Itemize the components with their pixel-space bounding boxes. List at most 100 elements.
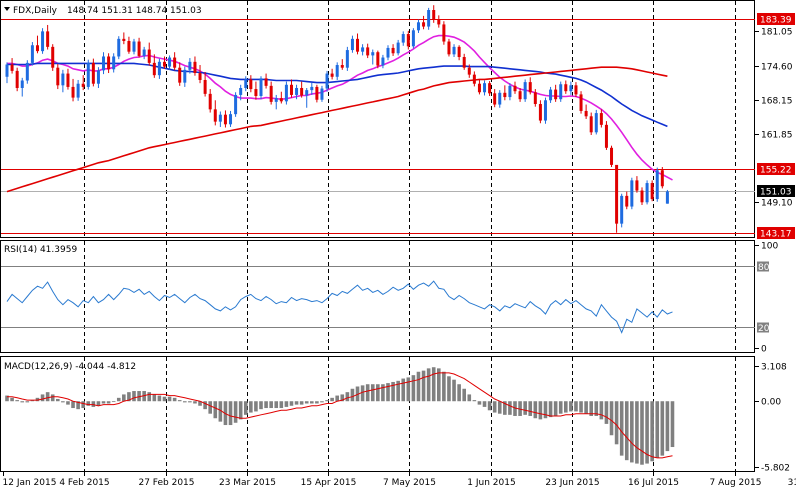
macd-bar bbox=[56, 398, 60, 402]
candle-body bbox=[422, 22, 426, 27]
candle-body bbox=[345, 50, 349, 68]
price-y-tick: 174.60 bbox=[761, 63, 793, 73]
price-pane-frame bbox=[0, 0, 755, 238]
macd-bar bbox=[20, 401, 25, 403]
level-badge-label: 143.17 bbox=[760, 230, 792, 240]
macd-bar bbox=[111, 401, 116, 403]
macd-bar bbox=[330, 397, 334, 402]
level-badge bbox=[757, 163, 795, 175]
ma-line bbox=[7, 62, 668, 128]
macd-bar bbox=[381, 384, 385, 402]
collapse-triangle-icon[interactable] bbox=[4, 7, 10, 11]
candle-body bbox=[498, 92, 502, 105]
candle-body bbox=[533, 92, 537, 105]
macd-bar bbox=[310, 401, 314, 404]
macd-bar bbox=[35, 397, 40, 402]
macd-bar bbox=[132, 391, 136, 402]
macd-bar bbox=[340, 394, 345, 402]
macd-bar bbox=[66, 401, 70, 405]
macd-bar bbox=[426, 368, 431, 402]
macd-bar bbox=[315, 401, 319, 404]
candle-body bbox=[381, 57, 385, 66]
candle-body bbox=[142, 49, 146, 56]
candle-body bbox=[279, 98, 283, 102]
candle-body bbox=[264, 78, 268, 86]
macd-bar bbox=[376, 384, 380, 402]
candle-body bbox=[208, 93, 212, 110]
macd-bar bbox=[345, 392, 350, 402]
candle-body bbox=[229, 114, 233, 125]
macd-bar bbox=[274, 401, 279, 409]
candle-body bbox=[640, 190, 644, 203]
macd-bar bbox=[619, 401, 624, 456]
candle-body bbox=[5, 64, 9, 77]
candle-body bbox=[35, 45, 39, 52]
candle-body bbox=[406, 34, 410, 47]
macd-y-tick: 3.108 bbox=[761, 363, 787, 373]
candles bbox=[5, 5, 669, 233]
candle-body bbox=[488, 83, 492, 94]
candle-body bbox=[559, 84, 563, 100]
candle-body bbox=[137, 41, 141, 56]
macd-bar bbox=[630, 401, 634, 463]
macd-bar bbox=[25, 401, 30, 403]
candle-body bbox=[102, 56, 106, 71]
candle-body bbox=[462, 57, 466, 68]
macd-bar bbox=[183, 401, 187, 403]
candle-body bbox=[284, 84, 288, 102]
macd-bar bbox=[5, 395, 9, 402]
candle-body bbox=[356, 38, 360, 52]
ohlc-header: 148.74 151.31 148.74 151.03 bbox=[67, 6, 202, 16]
candle-body bbox=[513, 85, 517, 92]
candle-body bbox=[625, 195, 629, 207]
macd-bar bbox=[370, 384, 375, 402]
candle-body bbox=[249, 79, 253, 90]
macd-signal-line bbox=[7, 372, 673, 459]
rsi-y-tick: 80 bbox=[758, 263, 770, 273]
rsi-pane-frame bbox=[0, 240, 755, 353]
candle-body bbox=[10, 64, 14, 71]
macd-bar bbox=[96, 401, 101, 406]
macd-bar bbox=[569, 401, 573, 412]
candle-body bbox=[371, 52, 375, 56]
candle-body bbox=[467, 67, 471, 75]
x-tick-label: 1 Jun 2015 bbox=[467, 478, 515, 488]
candle-body bbox=[132, 41, 136, 52]
candle-body bbox=[223, 114, 227, 125]
macd-bar bbox=[406, 377, 411, 402]
candle-body bbox=[386, 47, 390, 58]
macd-bar bbox=[528, 401, 533, 416]
candle-body bbox=[25, 62, 29, 81]
rsi-level-badge bbox=[757, 322, 769, 333]
macd-bar bbox=[416, 371, 421, 402]
macd-bar bbox=[249, 401, 253, 413]
candle-body bbox=[564, 84, 568, 92]
candle-body bbox=[259, 78, 263, 96]
x-tick-label: 23 Jun 2015 bbox=[545, 478, 599, 488]
macd-y-tick: 0.00 bbox=[761, 398, 781, 408]
macd-bar bbox=[624, 401, 629, 461]
candle-body bbox=[584, 110, 588, 117]
candle-body bbox=[330, 73, 334, 77]
macd-bar bbox=[167, 396, 172, 402]
candle-body bbox=[442, 24, 446, 42]
macd-plot bbox=[5, 367, 675, 465]
candle-body bbox=[483, 83, 487, 93]
macd-bar bbox=[431, 367, 436, 402]
x-tick-label: 23 Mar 2015 bbox=[219, 478, 276, 488]
macd-bar bbox=[599, 401, 604, 420]
candle-body bbox=[173, 57, 177, 68]
macd-bar bbox=[243, 401, 248, 415]
candle-body bbox=[157, 61, 161, 76]
macd-bar bbox=[589, 401, 593, 416]
candle-body bbox=[620, 195, 624, 224]
candle-body bbox=[295, 87, 299, 95]
last-price-label: 151.03 bbox=[760, 188, 792, 198]
macd-bar bbox=[30, 400, 35, 402]
candle-body bbox=[350, 38, 354, 51]
candle-body bbox=[289, 84, 293, 95]
price-y-tick: 168.15 bbox=[761, 97, 793, 107]
macd-bar bbox=[213, 401, 218, 419]
candle-body bbox=[162, 61, 166, 67]
